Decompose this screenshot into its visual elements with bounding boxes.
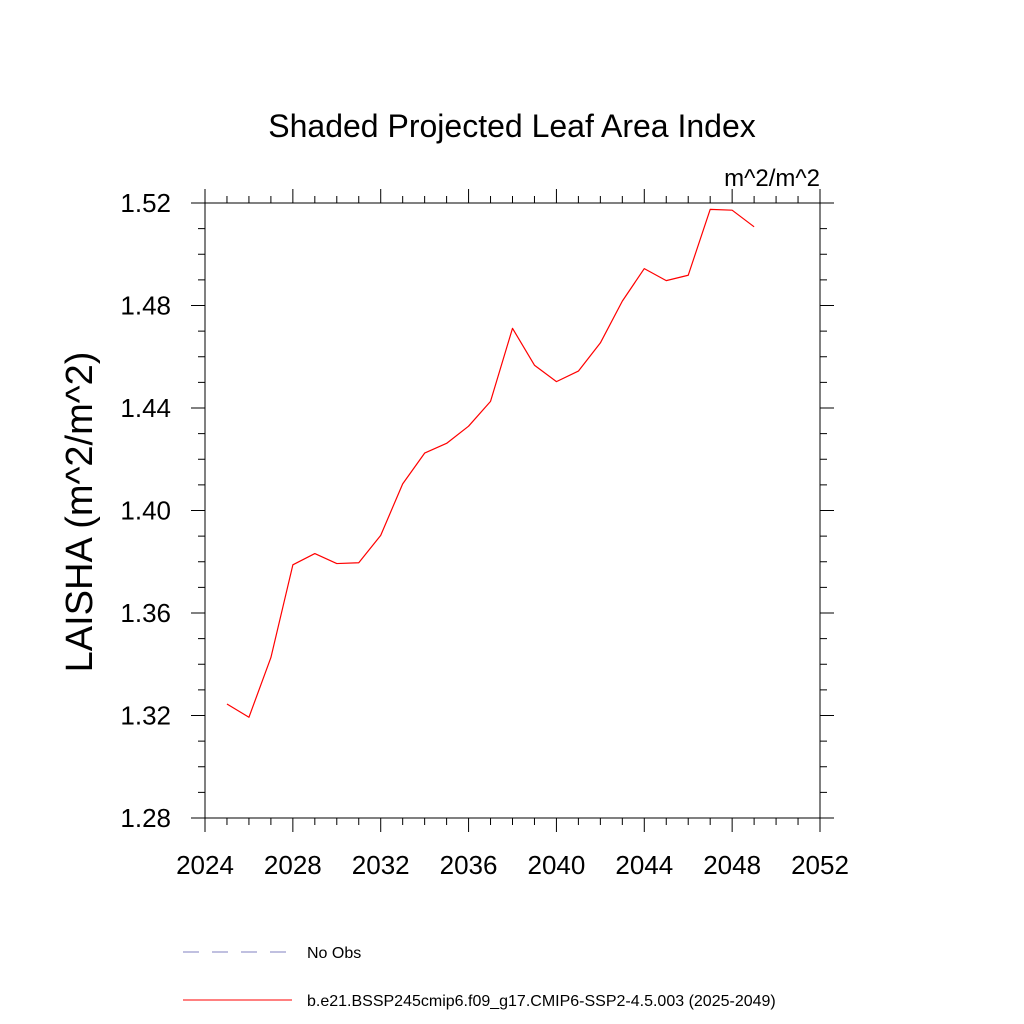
y-tick-label: 1.40 xyxy=(120,496,171,526)
y-axis-label: LAISHA (m^2/m^2) xyxy=(59,352,101,673)
y-axis-ticks: 1.28 1.32 1.36 1.40 1.44 1.48 1.52 xyxy=(120,188,834,833)
y-tick-label: 1.52 xyxy=(120,188,171,218)
x-tick-label: 2052 xyxy=(791,850,849,880)
legend-label-model: b.e21.BSSP245cmip6.f09_g17.CMIP6-SSP2-4.… xyxy=(307,993,776,1010)
x-axis-ticks: 2024 2028 2032 2036 2040 2044 2048 2052 xyxy=(176,189,849,880)
x-tick-label: 2024 xyxy=(176,850,234,880)
units-label: m^2/m^2 xyxy=(724,165,820,192)
y-tick-label: 1.48 xyxy=(120,291,171,321)
chart-title: Shaded Projected Leaf Area Index xyxy=(268,108,755,144)
x-tick-label: 2048 xyxy=(703,850,761,880)
series-line-0 xyxy=(226,208,755,718)
y-tick-label: 1.32 xyxy=(120,701,171,731)
y-tick-label: 1.44 xyxy=(120,393,171,423)
x-tick-label: 2028 xyxy=(264,850,322,880)
y-tick-label: 1.36 xyxy=(120,598,171,628)
y-tick-label: 1.28 xyxy=(120,803,171,833)
x-tick-label: 2036 xyxy=(440,850,498,880)
legend-label-no-obs: No Obs xyxy=(307,945,361,962)
x-tick-label: 2044 xyxy=(615,850,673,880)
x-tick-label: 2032 xyxy=(352,850,410,880)
legend: No Obs b.e21.BSSP245cmip6.f09_g17.CMIP6-… xyxy=(183,945,776,1010)
series-layer xyxy=(226,208,755,718)
x-tick-label: 2040 xyxy=(528,850,586,880)
plot-frame xyxy=(204,202,821,819)
